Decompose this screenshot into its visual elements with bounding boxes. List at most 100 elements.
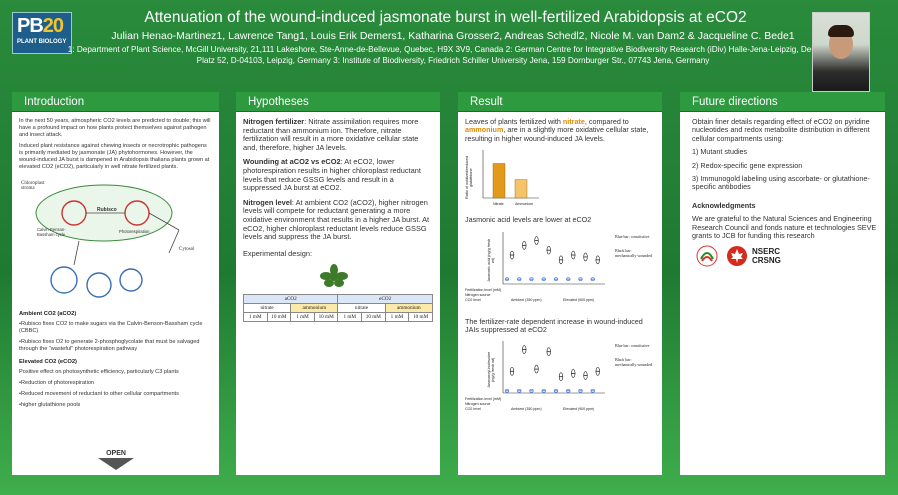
photo-hair (828, 25, 854, 37)
logo-pb: PB (17, 15, 44, 37)
photorespiration-diagram: Chloroplast stroma Rubisco Cytosol Calvi… (19, 175, 209, 303)
result-heading: Result (458, 92, 662, 112)
intro-paragraph-1: In the next 50 years, atmospheric CO2 le… (19, 118, 211, 138)
aco2-heading: Ambient CO2 (aCO2) (19, 311, 77, 317)
hypothesis-3-title: Nitrogen level (243, 197, 292, 207)
poster-title: Attenuation of the wound-induced jasmona… (144, 9, 747, 26)
legend-black: Black bar: mechanically wounded (615, 357, 652, 368)
level-cell: 10 mM (408, 312, 433, 323)
arrow-down-icon (98, 458, 134, 470)
label-rubisco: Rubisco (97, 207, 117, 213)
hypothesis-2: Wounding at aCO2 vs eCO2: At eCO2, lower… (243, 158, 433, 192)
mito-cycle-3 (119, 268, 143, 292)
level-row: 1 mM 10 mM 1 mM 10 mM 1 mM 10 mM 1 mM 10… (243, 312, 433, 323)
nsource-row: nitrate ammonium nitrate ammonium (243, 303, 433, 314)
level-cell: 10 mM (361, 312, 386, 323)
pb20-logo: PB20 PLANT BIOLOGY (12, 12, 72, 54)
hypothesis-1-text: : Nitrate assimilation requires more red… (243, 118, 419, 152)
label-photorespiration: Photorespiration (119, 229, 150, 234)
elevated-label: Elevated (900 ppm) (563, 407, 595, 412)
legend-blue: Blue bar: constitutive (615, 233, 650, 239)
ja-caption: Jasmonic acid levels are lower at eCO2 (465, 215, 592, 225)
nitrate-highlight: nitrate (562, 118, 585, 126)
pathway-link-4 (168, 229, 180, 254)
nsource-cell: ammonium (384, 303, 433, 314)
ack-heading: Acknowledgments (692, 200, 756, 210)
future-directions-panel: Future directions Obtain finer details r… (680, 92, 885, 475)
open-button[interactable]: OPEN (92, 450, 140, 470)
ja-chart: Jasmonic acid (ng/g fresh wt) Blue bar: … (465, 230, 655, 308)
aco2-cell: aCO2 (243, 294, 339, 305)
mito-cycle-2 (86, 272, 112, 298)
level-cell: 1 mM (290, 312, 315, 323)
introduction-heading: Introduction (12, 92, 219, 112)
result-intro: Leaves of plants fertilized with nitrate… (465, 118, 655, 143)
author-photo (812, 12, 870, 92)
future-item-2: 2) Redox-specific gene expression (692, 160, 803, 170)
eco2-bullet-2: •Reduction of photorespiration (19, 380, 95, 386)
future-item-1: 1) Mutant studies (692, 147, 748, 157)
nsource-cell: nitrate (337, 303, 386, 314)
nserc-logo-icon (727, 246, 747, 267)
label-chloroplast: Chloroplast stroma (21, 181, 45, 191)
ja-ylabel: Jasmonic acid (ng/g fresh wt) (487, 238, 495, 282)
hypothesis-3: Nitrogen level: At ambient CO2 (aCO2), h… (243, 197, 433, 242)
introduction-panel: Introduction In the next 50 years, atmos… (12, 92, 219, 475)
hypothesis-1-title: Nitrogen fertilizer (243, 118, 305, 126)
pathway-link-2 (73, 240, 80, 266)
glutathione-chart: Ratio of oxidized/reduced glutathione Ni… (465, 148, 545, 210)
nserc-label: NSERC (752, 247, 781, 257)
level-cell: 10 mM (266, 312, 292, 323)
level-cell: 1 mM (243, 312, 268, 323)
experimental-design-label: Experimental design: (243, 248, 313, 258)
label-calvin: Calvin-Benson-Bassham cycle (37, 227, 66, 237)
result-intro-post: , are in a slightly more oxidative cellu… (465, 125, 649, 143)
aco2-bullet-1: •Rubisco fixes CO2 to make sugars via th… (19, 321, 203, 334)
eco2-bullet-1: Positive effect on photosynthetic effici… (19, 369, 179, 375)
open-label: OPEN (106, 450, 126, 457)
elevated-label: Elevated (900 ppm) (563, 297, 595, 302)
glutathione-bar (492, 163, 506, 199)
hypothesis-2-text: : At eCO2, lower photorespiration result… (243, 157, 421, 193)
hypotheses-panel: Hypotheses Nitrogen fertilizer: Nitrate … (236, 92, 440, 475)
affiliations: 1: Department of Plant Science, McGill U… (67, 45, 839, 65)
experimental-design-table: aCO2 eCO2 nitrate ammonium nitrate ammon… (243, 294, 433, 323)
logo-line: PLANT BIOLOGY (17, 39, 67, 45)
jai-chart-svg (502, 341, 605, 394)
pathway-link-3 (148, 212, 180, 231)
future-heading: Future directions (680, 92, 885, 112)
level-cell: 10 mM (313, 312, 339, 323)
label-cytosol: Cytosol (179, 247, 195, 252)
hypotheses-heading: Hypotheses (236, 92, 440, 112)
ambient-label: Ambient (350 ppm) (511, 407, 542, 412)
glutathione-bar (514, 179, 528, 199)
mito-cycle-1 (50, 266, 78, 294)
ammonium-highlight: ammonium (465, 125, 504, 135)
ambient-label: Ambient (350 ppm) (511, 297, 542, 302)
result-intro-pre: Leaves of plants fertilized with (465, 118, 563, 126)
legend-black: Black bar: mechanically wounded (615, 247, 652, 258)
eco2-cell: eCO2 (337, 294, 433, 305)
co2-row: aCO2 eCO2 (243, 294, 433, 305)
aco2-bullet-2: •Rubisco fixes O2 to generate 2-phosphog… (19, 339, 200, 352)
result-intro-mid: , compared to (584, 118, 629, 126)
eco2-bullet-3: •Reduced movement of reductant to other … (19, 391, 179, 397)
row-fert: Fertilization level (mM) (465, 397, 502, 402)
row-nsource: Nitrogen source (465, 402, 491, 407)
arabidopsis-rosette-icon (320, 264, 348, 288)
legend-blue: Blue bar: constitutive (615, 343, 650, 349)
fqrnt-logo-icon (696, 245, 718, 267)
bar-cat-label: Ammonium (515, 202, 534, 207)
crsng-label: CRSNG (752, 256, 781, 266)
future-paragraph: Obtain finer details regarding effect of… (692, 118, 870, 143)
hypothesis-2-title: Wounding at aCO2 vs eCO2 (243, 157, 341, 167)
intro-paragraph-2: Induced plant resistance against chewing… (19, 143, 210, 170)
hypothesis-1: Nitrogen fertilizer: Nitrate assimilatio… (243, 118, 433, 152)
result-panel: Result Leaves of plants fertilized with … (458, 92, 662, 475)
row-nsource: Nitrogen source (465, 292, 491, 297)
level-cell: 1 mM (384, 312, 410, 323)
future-item-3: 3) Immunogold labeling using ascorbate- … (692, 174, 870, 192)
hypothesis-3-text: : At ambient CO2 (aCO2), higher nitrogen… (243, 197, 430, 242)
row-fert: Fertilization level (mM) (465, 287, 502, 292)
logo-num: 20 (42, 15, 64, 37)
